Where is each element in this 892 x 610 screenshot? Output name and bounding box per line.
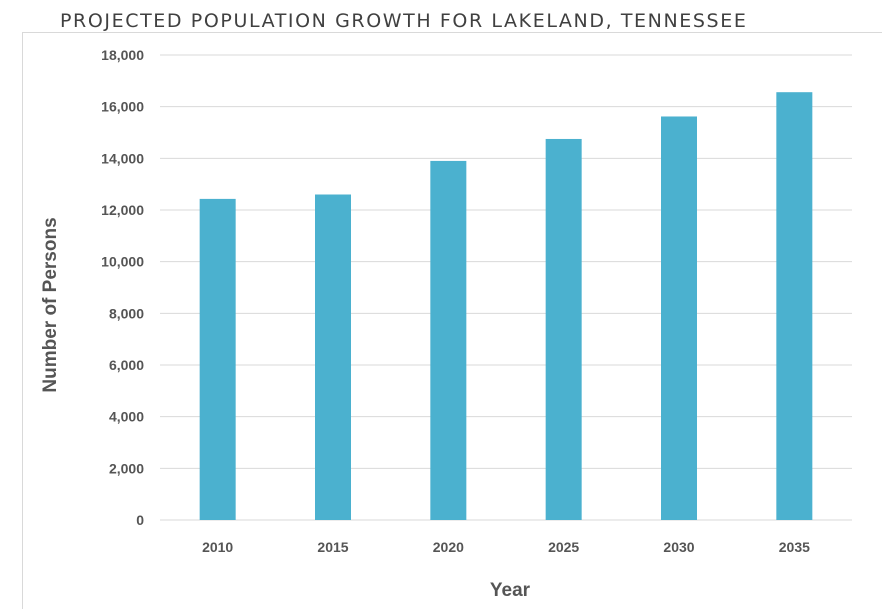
y-tick-label: 0 (136, 512, 144, 528)
x-axis-title: Year (490, 580, 531, 601)
y-tick-label: 14,000 (101, 150, 144, 166)
bar-2015 (315, 194, 351, 520)
bars (199, 92, 813, 521)
x-tick-label: 2015 (317, 539, 348, 555)
x-tick-label: 2030 (663, 539, 694, 555)
x-tick-labels: 2010 2015 2020 2025 2030 2035 (202, 539, 810, 555)
y-tick-label: 8,000 (109, 305, 144, 321)
y-tick-label: 6,000 (109, 357, 144, 373)
y-tick-label: 4,000 (109, 409, 144, 425)
y-tick-label: 12,000 (101, 202, 144, 218)
bar-2035 (776, 92, 813, 520)
y-tick-label: 18,000 (101, 47, 144, 63)
gridlines (160, 54, 852, 521)
x-tick-label: 2010 (202, 539, 233, 555)
bar-2020 (430, 160, 467, 520)
bar-2025 (545, 138, 582, 521)
x-tick-label: 2035 (779, 539, 810, 555)
x-tick-label: 2020 (433, 539, 464, 555)
x-tick-label: 2025 (548, 539, 579, 555)
bar-2030 (661, 116, 697, 520)
y-axis-title: Number of Persons (40, 217, 61, 392)
chart-title: PROJECTED POPULATION GROWTH FOR LAKELAND… (60, 10, 748, 32)
chart-frame (22, 32, 882, 609)
y-tick-label: 10,000 (101, 254, 144, 270)
y-tick-label: 2,000 (109, 460, 144, 476)
y-tick-labels: 0 2,000 4,000 6,000 8,000 10,000 12,000 14,000 1… (101, 47, 144, 528)
bar-2010 (199, 198, 236, 520)
y-tick-label: 16,000 (101, 99, 144, 115)
